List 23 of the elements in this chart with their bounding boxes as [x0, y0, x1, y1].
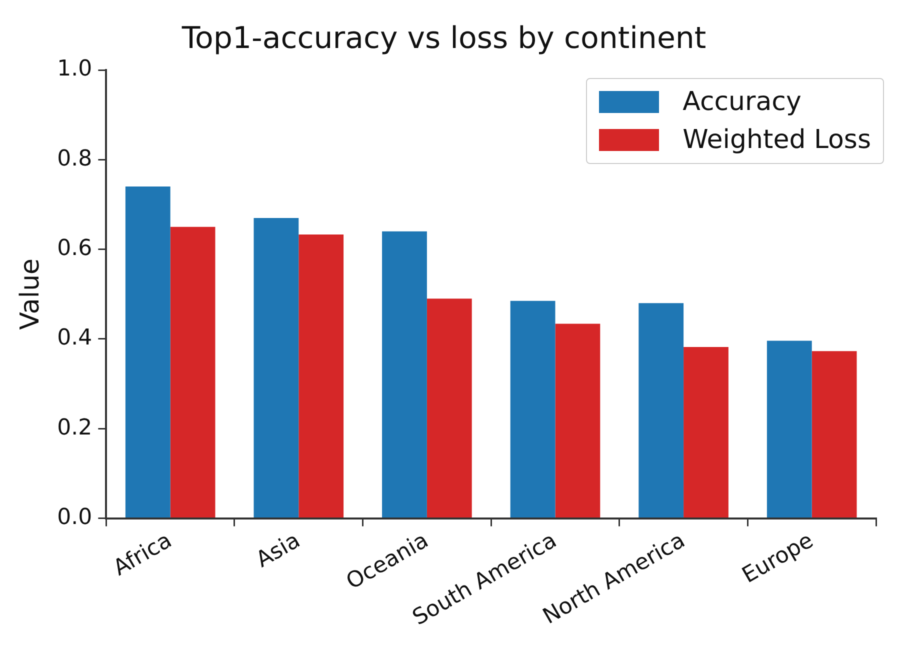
- y-axis-title: Value: [15, 258, 46, 330]
- bar: [684, 347, 728, 518]
- bar: [254, 218, 299, 518]
- bar: [382, 231, 427, 518]
- bar: [812, 351, 857, 518]
- bar: [766, 340, 812, 518]
- x-tick-label: Asia: [252, 528, 304, 573]
- bar: [125, 186, 170, 518]
- bar: [170, 226, 216, 518]
- bar: [426, 298, 472, 518]
- bar: [298, 234, 344, 518]
- y-tick-label: 1.0: [57, 56, 92, 82]
- bar: [555, 324, 600, 518]
- bar: [510, 300, 556, 518]
- y-tick-label: 0.2: [57, 415, 92, 440]
- y-tick-label: 0.4: [57, 326, 92, 351]
- chart-title: Top1-accuracy vs loss by continent: [180, 20, 706, 56]
- y-tick-label: 0.0: [57, 505, 92, 530]
- legend-label: Accuracy: [682, 87, 802, 117]
- y-tick-label: 0.6: [57, 236, 92, 262]
- y-tick-label: 0.8: [57, 146, 92, 172]
- legend-label: Weighted Loss: [682, 125, 871, 155]
- bar: [638, 303, 684, 518]
